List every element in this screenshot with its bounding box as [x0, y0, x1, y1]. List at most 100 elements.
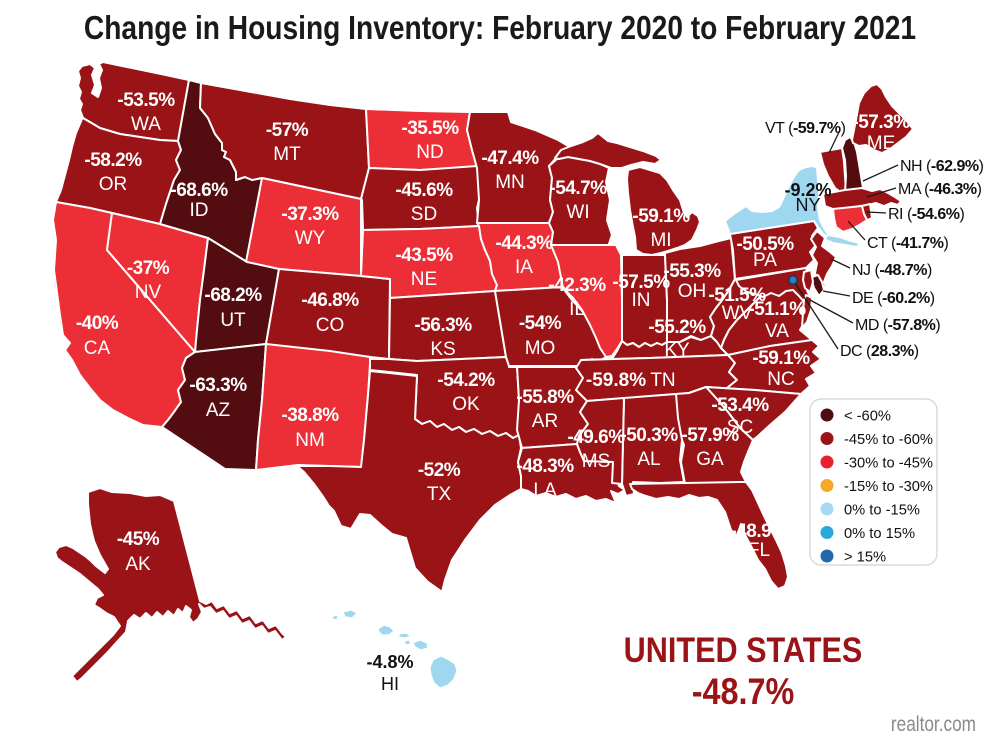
svg-text:-57%: -57% [266, 120, 309, 141]
svg-text:FL: FL [748, 540, 770, 561]
svg-text:MS: MS [582, 451, 611, 472]
svg-text:-50.3%: -50.3% [620, 425, 678, 446]
svg-text:-45.6%: -45.6% [395, 180, 453, 201]
svg-text:-53.5%: -53.5% [117, 90, 175, 111]
svg-text:-57.3%: -57.3% [852, 112, 910, 133]
svg-text:OH: OH [678, 281, 707, 302]
svg-text:MI: MI [650, 230, 671, 251]
svg-text:MA (-46.3%): MA (-46.3%) [898, 181, 982, 198]
svg-text:PA: PA [753, 250, 777, 271]
svg-text:ME: ME [867, 133, 896, 154]
svg-text:IA: IA [515, 257, 533, 278]
svg-text:-38.8%: -38.8% [281, 405, 339, 426]
svg-text:SD: SD [411, 204, 437, 225]
svg-text:-4.8%: -4.8% [366, 652, 413, 672]
svg-text:WA: WA [131, 114, 161, 135]
svg-text:< -60%: < -60% [844, 409, 891, 425]
svg-text:-46.8%: -46.8% [301, 290, 359, 311]
svg-text:0% to -15%: 0% to -15% [844, 503, 920, 519]
svg-text:WI: WI [566, 202, 589, 223]
svg-text:-45% to -60%: -45% to -60% [844, 432, 933, 448]
svg-text:OK: OK [452, 394, 480, 415]
svg-text:-68.6%: -68.6% [170, 180, 228, 201]
svg-text:-35.5%: -35.5% [401, 118, 459, 139]
svg-text:IL: IL [569, 299, 585, 320]
svg-text:VT (-59.7%): VT (-59.7%) [765, 120, 846, 137]
svg-text:-42.3%: -42.3% [548, 275, 606, 296]
svg-text:UT: UT [220, 310, 246, 331]
svg-text:KY: KY [664, 340, 690, 361]
svg-text:NH (-62.9%): NH (-62.9%) [900, 158, 984, 175]
svg-text:-63.3%: -63.3% [189, 375, 247, 396]
svg-text:-49.6%: -49.6% [567, 427, 625, 448]
svg-text:AR: AR [532, 411, 558, 432]
svg-text:-57.5%: -57.5% [612, 272, 670, 293]
svg-text:NV: NV [135, 282, 162, 303]
svg-text:-59.8%: -59.8% [586, 370, 646, 391]
svg-text:CO: CO [316, 315, 345, 336]
svg-text:-37.3%: -37.3% [281, 204, 339, 225]
svg-text:SC: SC [727, 417, 753, 438]
svg-text:-9.2%: -9.2% [784, 180, 831, 200]
svg-text:-51.1%: -51.1% [748, 299, 806, 320]
svg-text:UNITED STATES: UNITED STATES [624, 630, 863, 669]
svg-text:RI (-54.6%): RI (-54.6%) [888, 206, 964, 223]
svg-text:-55.3%: -55.3% [663, 261, 721, 282]
svg-text:MD (-57.8%): MD (-57.8%) [855, 317, 940, 334]
svg-text:KS: KS [430, 339, 455, 360]
svg-text:-48.9%: -48.9% [730, 521, 788, 542]
svg-text:DC (28.3%): DC (28.3%) [840, 343, 919, 360]
svg-text:-47.4%: -47.4% [481, 148, 539, 169]
svg-text:-43.5%: -43.5% [395, 245, 453, 266]
svg-text:-45%: -45% [117, 529, 160, 550]
svg-text:-51.5%: -51.5% [708, 285, 766, 306]
svg-text:-15% to -30%: -15% to -30% [844, 479, 933, 495]
svg-text:CA: CA [84, 338, 111, 359]
svg-text:> 15%: > 15% [844, 550, 886, 566]
svg-text:-54%: -54% [519, 313, 562, 334]
svg-text:NJ (-48.7%): NJ (-48.7%) [852, 262, 932, 279]
svg-text:-52%: -52% [418, 460, 461, 481]
svg-text:-56.3%: -56.3% [414, 315, 472, 336]
svg-text:HI: HI [381, 674, 399, 694]
svg-text:-54.7%: -54.7% [549, 178, 607, 199]
svg-text:ND: ND [416, 142, 443, 163]
svg-text:-53.4%: -53.4% [711, 395, 769, 416]
svg-text:TN: TN [650, 370, 675, 391]
svg-text:CT (-41.7%): CT (-41.7%) [867, 235, 949, 252]
svg-text:-68.2%: -68.2% [204, 285, 262, 306]
svg-text:LA: LA [533, 480, 557, 501]
svg-text:WY: WY [295, 228, 326, 249]
svg-text:OR: OR [99, 174, 128, 195]
svg-text:GA: GA [696, 449, 724, 470]
svg-text:NY: NY [795, 195, 820, 215]
svg-text:-55.8%: -55.8% [516, 387, 574, 408]
svg-text:MN: MN [495, 172, 525, 193]
svg-text:NC: NC [767, 369, 794, 390]
svg-text:-57.9%: -57.9% [681, 425, 739, 446]
svg-text:0% to 15%: 0% to 15% [844, 526, 915, 542]
svg-text:realtor.com: realtor.com [891, 714, 976, 737]
svg-text:-40%: -40% [76, 313, 119, 334]
svg-text:NE: NE [411, 269, 437, 290]
svg-text:-59.1%: -59.1% [632, 206, 690, 227]
svg-text:-37%: -37% [127, 258, 170, 279]
svg-text:-48.3%: -48.3% [516, 456, 574, 477]
svg-text:WV: WV [722, 303, 753, 324]
svg-text:NM: NM [295, 430, 325, 451]
svg-text:-54.2%: -54.2% [437, 370, 495, 391]
svg-text:VA: VA [765, 321, 789, 342]
svg-text:-44.3%: -44.3% [495, 233, 553, 254]
svg-text:IN: IN [632, 290, 651, 311]
svg-text:-48.7%: -48.7% [692, 672, 795, 712]
svg-text:AK: AK [125, 554, 151, 575]
svg-text:-58.2%: -58.2% [84, 150, 142, 171]
svg-text:-30% to -45%: -30% to -45% [844, 456, 933, 472]
svg-text:MT: MT [273, 144, 301, 165]
svg-text:-59.1%: -59.1% [752, 348, 810, 369]
svg-text:AL: AL [637, 449, 660, 470]
svg-text:-55.2%: -55.2% [648, 317, 706, 338]
svg-text:ID: ID [190, 200, 209, 221]
svg-text:-50.5%: -50.5% [736, 234, 794, 255]
svg-text:AZ: AZ [206, 400, 231, 421]
